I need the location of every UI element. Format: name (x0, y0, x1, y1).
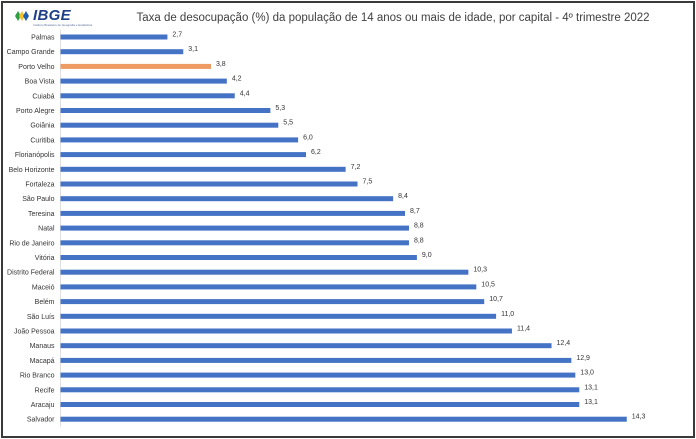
bar-rio-branco (60, 372, 576, 378)
value-label-sao-paulo: 8,4 (398, 193, 408, 200)
category-label-macapa: Macapá (30, 358, 55, 365)
value-label-teresina: 8,7 (410, 208, 420, 215)
category-label-curitiba: Curitiba (30, 137, 54, 144)
ibge-logo-icon (14, 9, 30, 23)
category-label-fortaleza: Fortaleza (25, 182, 54, 189)
category-label-goiania: Goiânia (30, 123, 54, 130)
category-label-sao-paulo: São Paulo (22, 196, 54, 203)
bar-fortaleza (60, 181, 358, 187)
category-label-maceio: Maceió (32, 284, 55, 291)
category-label-natal: Natal (38, 226, 55, 233)
bar-salvador (60, 416, 627, 422)
value-label-macapa: 12,9 (576, 355, 590, 362)
category-label-vitoria: Vitória (35, 255, 55, 262)
bar-curitiba (60, 137, 299, 143)
category-label-salvador: Salvador (27, 417, 55, 424)
category-label-teresina: Teresina (28, 211, 55, 218)
value-label-florianopolis: 6,2 (311, 149, 321, 156)
category-label-rio-branco: Rio Branco (20, 373, 55, 380)
category-label-campo-grande: Campo Grande (7, 49, 55, 56)
category-label-joao-pessoa: João Pessoa (14, 329, 55, 336)
category-label-cuiaba: Cuiabá (32, 93, 54, 100)
bar-cuiaba (60, 93, 235, 99)
value-label-vitoria: 9,0 (422, 252, 432, 259)
value-label-manaus: 12,4 (557, 340, 571, 347)
bar-vitoria (60, 255, 417, 260)
bar-joao-pessoa (60, 328, 512, 334)
category-label-porto-alegre: Porto Alegre (16, 108, 55, 115)
category-label-rio-de-janeiro: Rio de Janeiro (9, 240, 54, 247)
value-label-cuiaba: 4,4 (240, 90, 250, 97)
value-label-belo-horizonte: 7,2 (351, 164, 361, 171)
category-label-sao-luis: São Luís (27, 314, 55, 321)
category-label-manaus: Manaus (30, 343, 55, 350)
category-label-belo-horizonte: Belo Horizonte (9, 167, 55, 174)
bar-palmas (60, 34, 168, 40)
bar-boa-vista (60, 78, 227, 84)
bar-belo-horizonte (60, 166, 346, 172)
category-label-belem: Belém (35, 299, 55, 306)
value-label-salvador: 14,3 (632, 414, 646, 421)
value-label-boa-vista: 4,2 (232, 76, 242, 83)
bar-campo-grande (60, 49, 184, 55)
value-label-maceio: 10,5 (481, 281, 495, 288)
value-label-palmas: 2,7 (172, 32, 182, 39)
value-label-fortaleza: 7,5 (363, 179, 373, 186)
value-label-goiania: 5,5 (283, 120, 293, 127)
bar-florianopolis (60, 152, 307, 158)
value-label-sao-luis: 11,0 (501, 311, 514, 318)
value-label-rio-de-janeiro: 8,8 (414, 237, 424, 244)
bar-macapa (60, 357, 572, 363)
bar-maceio (60, 284, 477, 290)
value-label-belem: 10,7 (489, 296, 503, 303)
bar-goiania (60, 122, 279, 128)
ibge-logo: IBGE Instituto Brasileiro de Geografia e… (14, 7, 93, 27)
category-label-boa-vista: Boa Vista (25, 79, 55, 86)
category-label-recife: Recife (35, 387, 55, 394)
value-label-recife: 13,1 (584, 384, 598, 391)
bar-sao-paulo (60, 196, 394, 202)
value-label-curitiba: 6,0 (303, 134, 313, 141)
bar-porto-alegre (60, 108, 271, 113)
value-label-porto-alegre: 5,3 (275, 105, 285, 112)
value-label-joao-pessoa: 11,4 (517, 326, 530, 333)
category-label-florianopolis: Florianópolis (15, 152, 55, 159)
chart-title: Taxa de desocupação (%) da população de … (136, 12, 650, 24)
bar-aracaju (60, 402, 580, 407)
category-label-palmas: Palmas (31, 35, 55, 42)
category-label-aracaju: Aracaju (31, 402, 55, 409)
value-label-rio-branco: 13,0 (580, 370, 594, 377)
value-label-aracaju: 13,1 (584, 399, 598, 406)
logo-wordmark: IBGE (33, 7, 71, 24)
value-label-distrito-federal: 10,3 (473, 267, 487, 274)
value-label-porto-velho: 3,8 (216, 61, 226, 68)
category-label-distrito-federal: Distrito Federal (7, 270, 55, 277)
bar-belem (60, 299, 485, 305)
bar-porto-velho (60, 63, 211, 69)
bar-manaus (60, 343, 552, 349)
bar-teresina (60, 210, 406, 216)
value-label-natal: 8,8 (414, 223, 424, 230)
bar-recife (60, 387, 580, 393)
category-label-porto-velho: Porto Velho (18, 64, 54, 71)
logo-tagline: Instituto Brasileiro de Geografia e Esta… (33, 23, 93, 27)
bar-distrito-federal (60, 269, 469, 275)
bar-rio-de-janeiro (60, 240, 409, 246)
bar-sao-luis (60, 313, 497, 319)
bar-natal (60, 225, 409, 231)
value-label-campo-grande: 3,1 (188, 46, 198, 53)
